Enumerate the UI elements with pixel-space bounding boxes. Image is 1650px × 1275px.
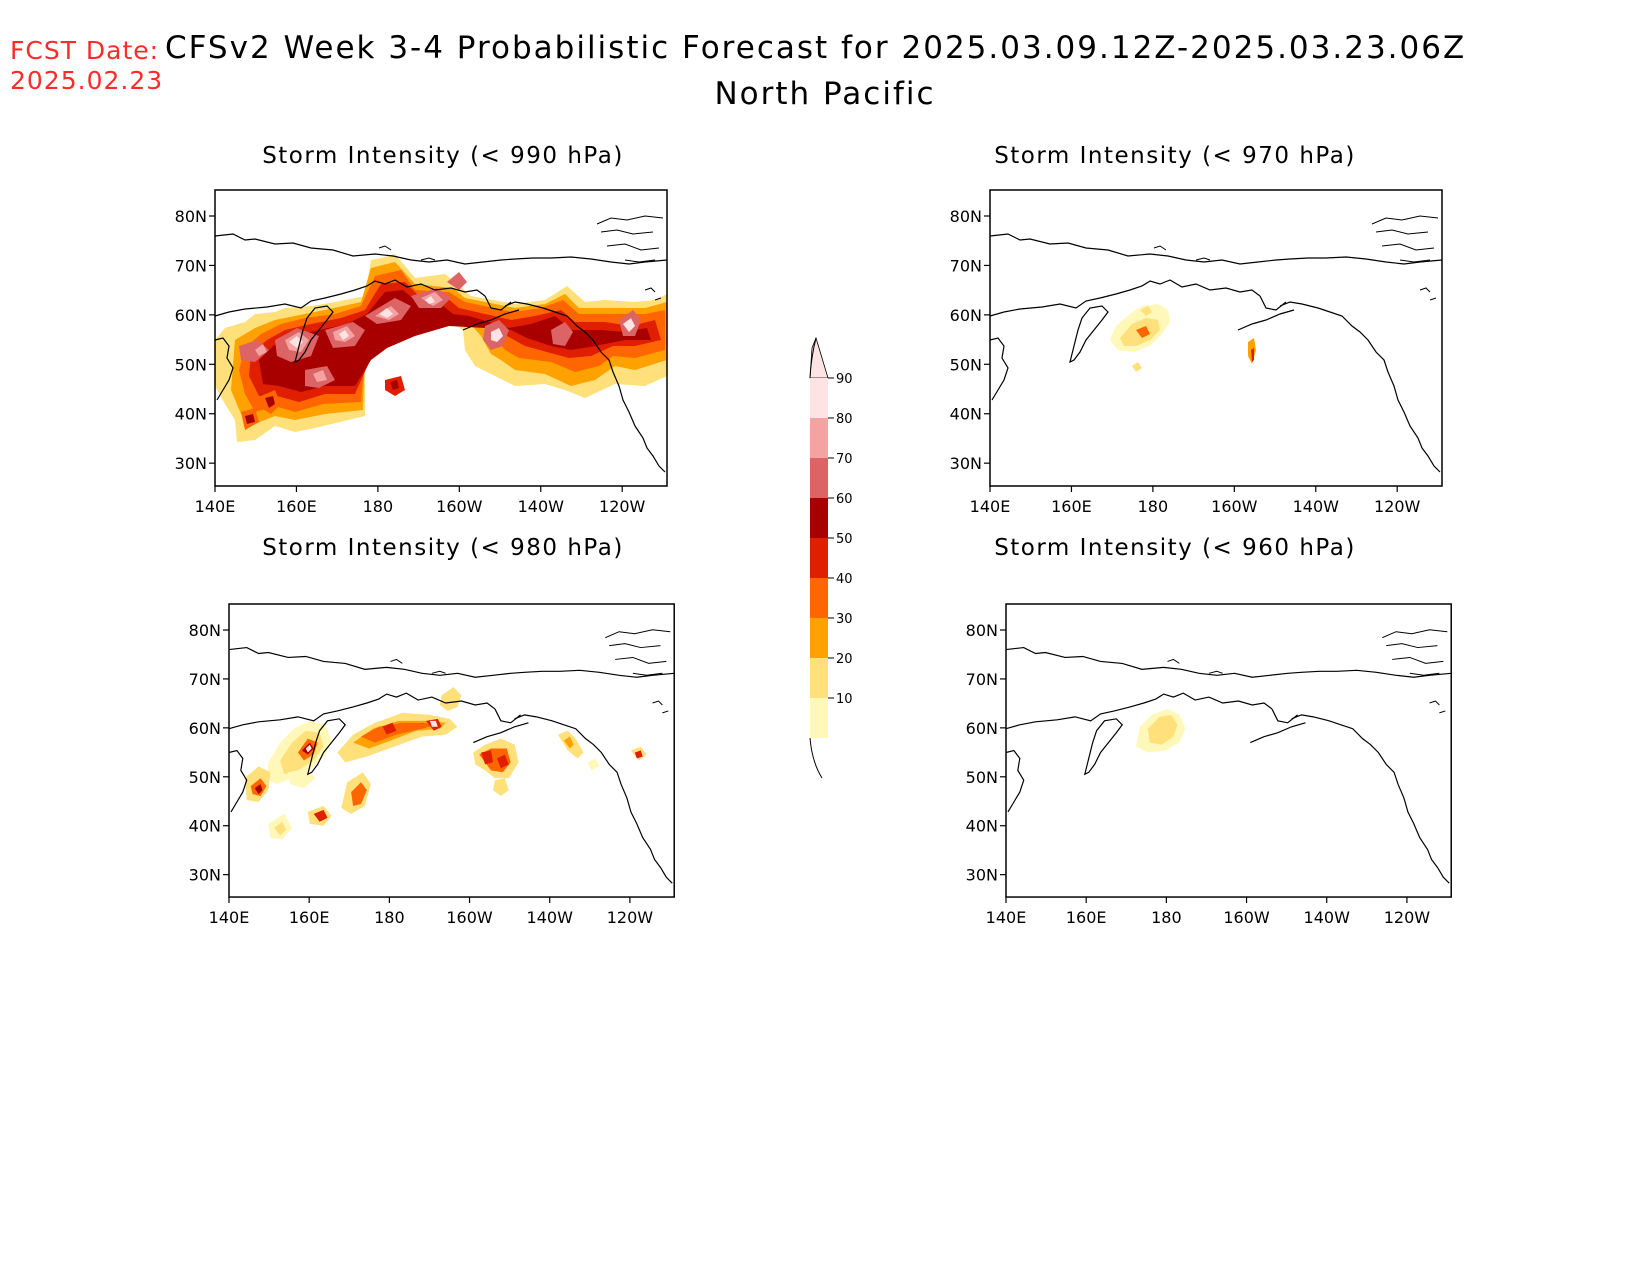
colorbar-top-cap (809, 336, 829, 379)
colorbar-tick-label: 10 (836, 692, 853, 707)
lat-tick-label: 70N (966, 670, 998, 689)
fcst-date-caption: FCST Date: (10, 36, 160, 65)
lon-tick-label: 180 (374, 908, 405, 927)
lon-tick-label: 140W (518, 497, 565, 516)
axes-970: 140E 160E 180 160W 140W 120W 80N 70N 60N 50N 40N 30… (950, 207, 1421, 516)
probability-shading-970 (1110, 304, 1256, 372)
panel-title-970: Storm Intensity (< 970 hPa) (994, 143, 1356, 169)
lon-tick-label: 140E (195, 497, 236, 516)
lat-tick-label: 30N (175, 454, 207, 473)
lat-tick-label: 30N (966, 866, 998, 885)
lat-tick-label: 30N (189, 866, 221, 885)
forecast-date-label: FCST Date: 2025.02.23 (10, 36, 163, 96)
colorbar-tick-label: 30 (836, 612, 853, 627)
fcst-date-value: 2025.02.23 (10, 66, 164, 95)
figure-title: CFSv2 Week 3-4 Probabilistic Forecast fo… (165, 30, 1467, 66)
lon-tick-label: 160W (446, 908, 493, 927)
lon-tick-label: 140W (527, 908, 574, 927)
colorbar-segment (810, 578, 828, 618)
colorbar: 90 80 70 60 50 40 30 20 10 (809, 336, 853, 779)
lon-tick-label: 140E (209, 908, 250, 927)
lat-tick-label: 80N (175, 207, 207, 226)
colorbar-segment (810, 498, 828, 538)
lon-tick-label: 120W (599, 497, 646, 516)
colorbar-segment (810, 418, 828, 458)
lon-tick-label: 120W (607, 908, 654, 927)
lat-tick-label: 50N (189, 768, 221, 787)
colorbar-tick-label: 60 (836, 492, 853, 507)
lon-tick-label: 180 (1151, 908, 1182, 927)
colorbar-segment (810, 698, 828, 738)
colorbar-tick-label: 70 (836, 452, 853, 467)
lat-tick-label: 60N (175, 306, 207, 325)
lat-tick-label: 40N (189, 817, 221, 836)
lon-tick-label: 140E (970, 497, 1011, 516)
lat-tick-label: 40N (175, 405, 207, 424)
panel-title-980: Storm Intensity (< 980 hPa) (262, 535, 624, 561)
lat-tick-label: 70N (950, 256, 982, 275)
panel-title-990: Storm Intensity (< 990 hPa) (262, 143, 624, 169)
lat-tick-label: 70N (189, 670, 221, 689)
panel-title-960: Storm Intensity (< 960 hPa) (994, 535, 1356, 561)
lon-tick-label: 160E (1051, 497, 1092, 516)
lon-tick-label: 120W (1374, 497, 1421, 516)
colorbar-tick-label: 50 (836, 532, 853, 547)
lon-tick-label: 140E (986, 908, 1027, 927)
lat-tick-label: 30N (950, 454, 982, 473)
colorbar-segment (810, 458, 828, 498)
colorbar-top-outline (809, 337, 817, 379)
map-panel-980 (228, 603, 675, 898)
lon-tick-label: 160W (1211, 497, 1258, 516)
lon-tick-label: 120W (1384, 908, 1431, 927)
lat-tick-label: 60N (189, 719, 221, 738)
colorbar-segment (810, 378, 828, 418)
lat-tick-label: 40N (966, 817, 998, 836)
probability-shading-960 (1136, 708, 1186, 753)
colorbar-tick-label: 20 (836, 652, 853, 667)
lat-tick-label: 50N (966, 768, 998, 787)
lat-tick-label: 50N (175, 355, 207, 374)
map-panel-990 (214, 189, 668, 487)
lat-tick-label: 50N (950, 355, 982, 374)
colorbar-segment (810, 538, 828, 578)
axes-960: 140E 160E 180 160W 140W 120W 80N 70N 60N 50N 40N 30… (966, 621, 1431, 927)
lat-tick-label: 40N (950, 405, 982, 424)
lat-tick-label: 80N (189, 621, 221, 640)
lat-tick-label: 70N (175, 256, 207, 275)
figure-subtitle: North Pacific (714, 76, 936, 112)
colorbar-segment (810, 618, 828, 658)
lon-tick-label: 140W (1304, 908, 1351, 927)
colorbar-bottom-cap (809, 737, 823, 779)
probability-shading-980 (244, 687, 647, 840)
axes-980: 140E 160E 180 160W 140W 120W 80N 70N 60N 50N 40N 30… (189, 621, 654, 927)
lon-tick-label: 180 (1138, 497, 1169, 516)
lon-tick-label: 180 (363, 497, 394, 516)
lon-tick-label: 140W (1293, 497, 1340, 516)
lon-tick-label: 160E (289, 908, 330, 927)
lon-tick-label: 160W (436, 497, 483, 516)
lon-tick-label: 160E (1066, 908, 1107, 927)
axes-layer: 140E 160E 180 160W 140W 120W 80N 70N 60N 50N 40N 30… (175, 207, 1431, 927)
colorbar-tick-label: 80 (836, 412, 853, 427)
lat-tick-label: 80N (966, 621, 998, 640)
colorbar-tick-label: 90 (836, 372, 853, 387)
map-panel-960 (1005, 603, 1452, 898)
lon-tick-label: 160W (1223, 908, 1270, 927)
lat-tick-label: 60N (966, 719, 998, 738)
lat-tick-label: 60N (950, 306, 982, 325)
lon-tick-label: 160E (276, 497, 317, 516)
axes-990: 140E 160E 180 160W 140W 120W 80N 70N 60N 50N 40N 30… (175, 207, 646, 516)
map-panel-970 (989, 189, 1443, 487)
colorbar-tick-label: 40 (836, 572, 853, 587)
lat-tick-label: 80N (950, 207, 982, 226)
colorbar-segment (810, 658, 828, 698)
